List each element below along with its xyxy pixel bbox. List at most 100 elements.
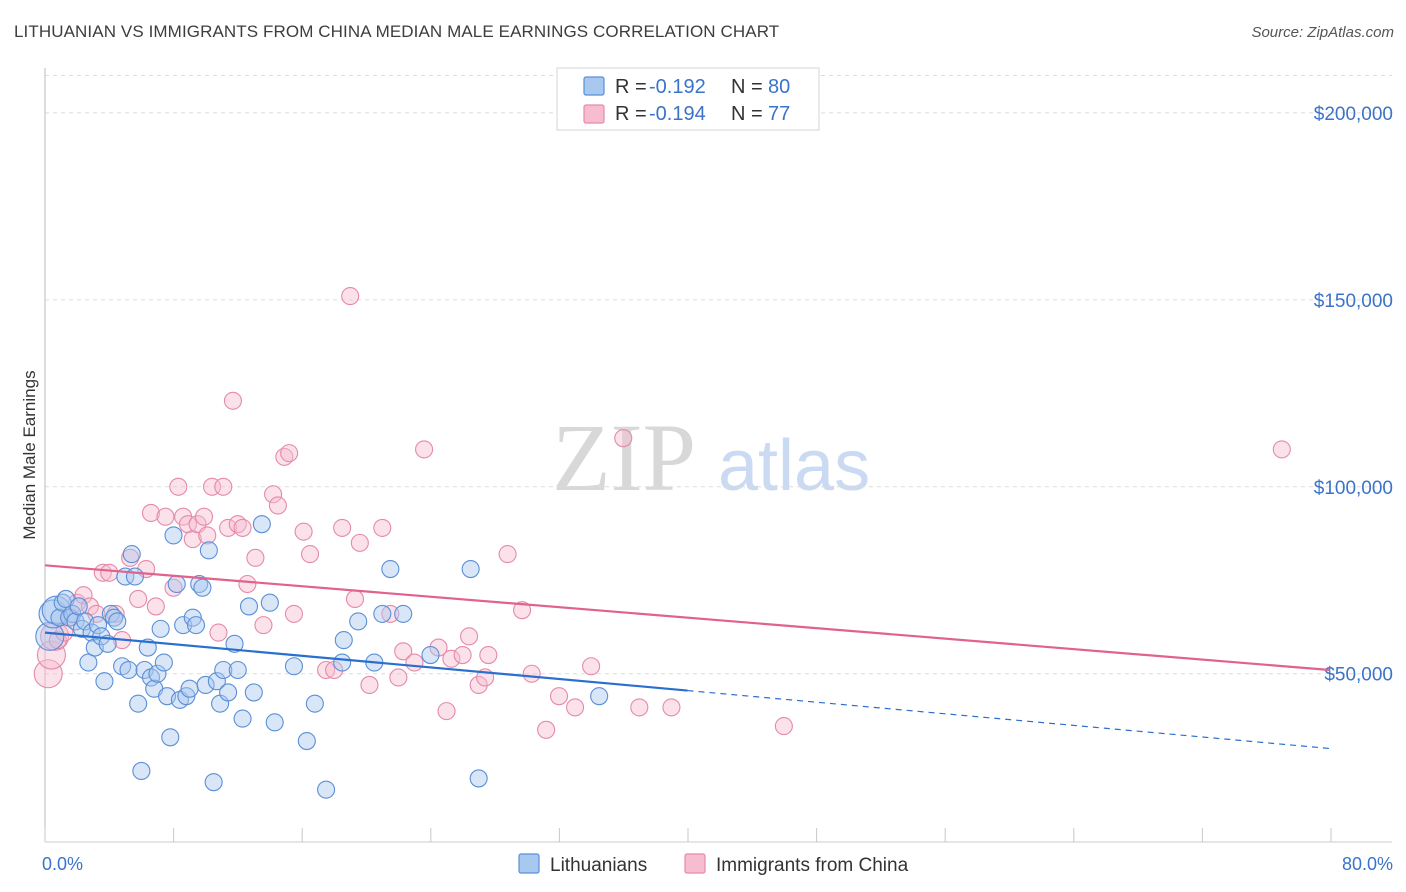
- lithuanians-point: [219, 683, 238, 702]
- immigrants-from-china-point: [333, 518, 352, 537]
- immigrants-from-china-point: [100, 563, 119, 582]
- immigrants-from-china-point: [1272, 440, 1291, 459]
- legend-n-value-2: 77: [768, 103, 790, 125]
- immigrants-from-china-point: [233, 518, 252, 537]
- axes: [44, 68, 1392, 843]
- immigrants-from-china-point: [284, 604, 304, 623]
- immigrants-from-china-point: [513, 601, 532, 620]
- immigrants-from-china-point: [194, 507, 214, 526]
- x-tick-label-max: 80.0%: [1342, 854, 1393, 874]
- series-lithuanians: [35, 515, 609, 799]
- immigrants-from-china-point: [129, 589, 148, 609]
- lithuanians-point: [265, 713, 284, 732]
- immigrants-from-china-point: [498, 545, 517, 564]
- immigrants-from-china-point: [146, 597, 165, 616]
- lithuanians-point: [207, 672, 226, 691]
- watermark-atlas: atlas: [718, 426, 870, 506]
- immigrants-from-china-point: [373, 518, 392, 537]
- immigrants-from-china-point: [169, 477, 188, 496]
- immigrants-from-china-point: [442, 649, 461, 668]
- legend-r-value-2: -0.194: [649, 103, 706, 125]
- immigrants-from-china-point: [156, 507, 175, 526]
- lithuanians-point: [161, 728, 180, 747]
- immigrants-from-china-point: [394, 642, 413, 661]
- immigrants-from-china-point: [33, 659, 63, 689]
- lithuanians-point: [164, 526, 183, 545]
- immigrants-from-china-point: [87, 604, 106, 623]
- lithuanians-point: [125, 567, 144, 586]
- y-axis-title: Median Male Earnings: [20, 370, 39, 539]
- legend-bottom-swatch-lithuanians: [518, 853, 540, 874]
- lithuanians-point: [225, 634, 244, 653]
- immigrants-from-china-point: [582, 657, 601, 676]
- immigrants-from-china-point: [254, 616, 273, 635]
- immigrants-from-china-point: [522, 664, 541, 683]
- immigrants-from-china-point: [479, 645, 498, 665]
- lithuanians-point: [590, 687, 609, 706]
- legend-swatch-lithuanians: [583, 76, 605, 96]
- immigrants-from-china-point: [566, 698, 585, 717]
- immigrants-from-china-point: [48, 631, 67, 650]
- immigrants-from-china-point: [280, 444, 299, 463]
- legend-bottom-label-lithuanians: Lithuanians: [550, 855, 647, 876]
- immigrants-from-china-point: [223, 391, 242, 410]
- lithuanians-point: [297, 731, 316, 751]
- immigrants-from-china-point: [360, 675, 379, 695]
- legend-n-value-1: 80: [768, 76, 790, 98]
- lithuanians-point: [228, 660, 247, 680]
- lithuanians-point: [469, 769, 488, 788]
- immigrants-from-china-point: [209, 623, 228, 642]
- lithuanians-point: [244, 683, 263, 702]
- immigrants-from-china-point: [437, 702, 456, 721]
- watermark-zip: ZIP: [552, 404, 696, 511]
- lithuanians-point: [122, 545, 141, 564]
- lithuanians-point: [167, 574, 186, 594]
- lithuanians-point: [204, 773, 223, 792]
- trend-line-immigrants-from-china: [44, 564, 1331, 672]
- legend-n-label-1: N =: [731, 76, 763, 98]
- lithuanians-point: [284, 657, 304, 676]
- legend-top: R = -0.192 N = 80 R = -0.194 N = 77: [556, 67, 820, 131]
- lithuanians-point: [214, 660, 233, 680]
- y-tick-label: $150,000: [1314, 291, 1393, 312]
- legend-r-value-1: -0.192: [649, 76, 706, 98]
- lithuanians-point: [317, 780, 336, 799]
- immigrants-from-china-point: [549, 687, 569, 706]
- legend-swatch-immigrants-from-china: [583, 104, 605, 124]
- immigrants-from-china-point: [93, 563, 112, 582]
- immigrants-from-china-point: [300, 545, 320, 564]
- lithuanians-point: [79, 653, 98, 672]
- lithuanians-point: [233, 709, 252, 728]
- lithuanians-point: [88, 616, 108, 635]
- lithuanians-point: [119, 660, 138, 680]
- immigrants-from-china-point: [214, 477, 233, 496]
- legend-bottom: Lithuanians Immigrants from China: [518, 853, 909, 876]
- lithuanians-point: [305, 694, 324, 713]
- legend-r-label-1: R =: [615, 76, 647, 98]
- lithuanians-point: [381, 559, 400, 579]
- legend-bottom-swatch-immigrants-from-china: [684, 853, 706, 874]
- lithuanians-point: [196, 675, 215, 695]
- lithuanians-point: [132, 761, 151, 781]
- y-tick-label: $50,000: [1324, 665, 1393, 686]
- immigrants-from-china-point: [345, 589, 365, 609]
- immigrants-from-china-point: [350, 533, 369, 552]
- lithuanians-point: [193, 578, 212, 597]
- lithuanians-point: [186, 616, 206, 635]
- trend-line-lithuanians-extension: [687, 689, 1331, 750]
- immigrants-from-china-point: [415, 440, 434, 459]
- immigrants-from-china-point: [459, 627, 479, 646]
- x-ticks: [44, 828, 1332, 842]
- lithuanians-point: [239, 597, 259, 616]
- lithuanians-point: [66, 612, 85, 631]
- immigrants-from-china-point: [238, 574, 257, 594]
- lithuanians-point: [349, 612, 368, 631]
- legend-r-label-2: R =: [615, 103, 647, 125]
- immigrants-from-china-point: [774, 717, 793, 736]
- chart-title: LITHUANIAN VS IMMIGRANTS FROM CHINA MEDI…: [14, 22, 780, 41]
- lithuanians-point: [95, 672, 114, 691]
- lithuanians-point: [69, 597, 88, 616]
- immigrants-from-china-point: [453, 645, 472, 665]
- lithuanians-point: [333, 653, 352, 672]
